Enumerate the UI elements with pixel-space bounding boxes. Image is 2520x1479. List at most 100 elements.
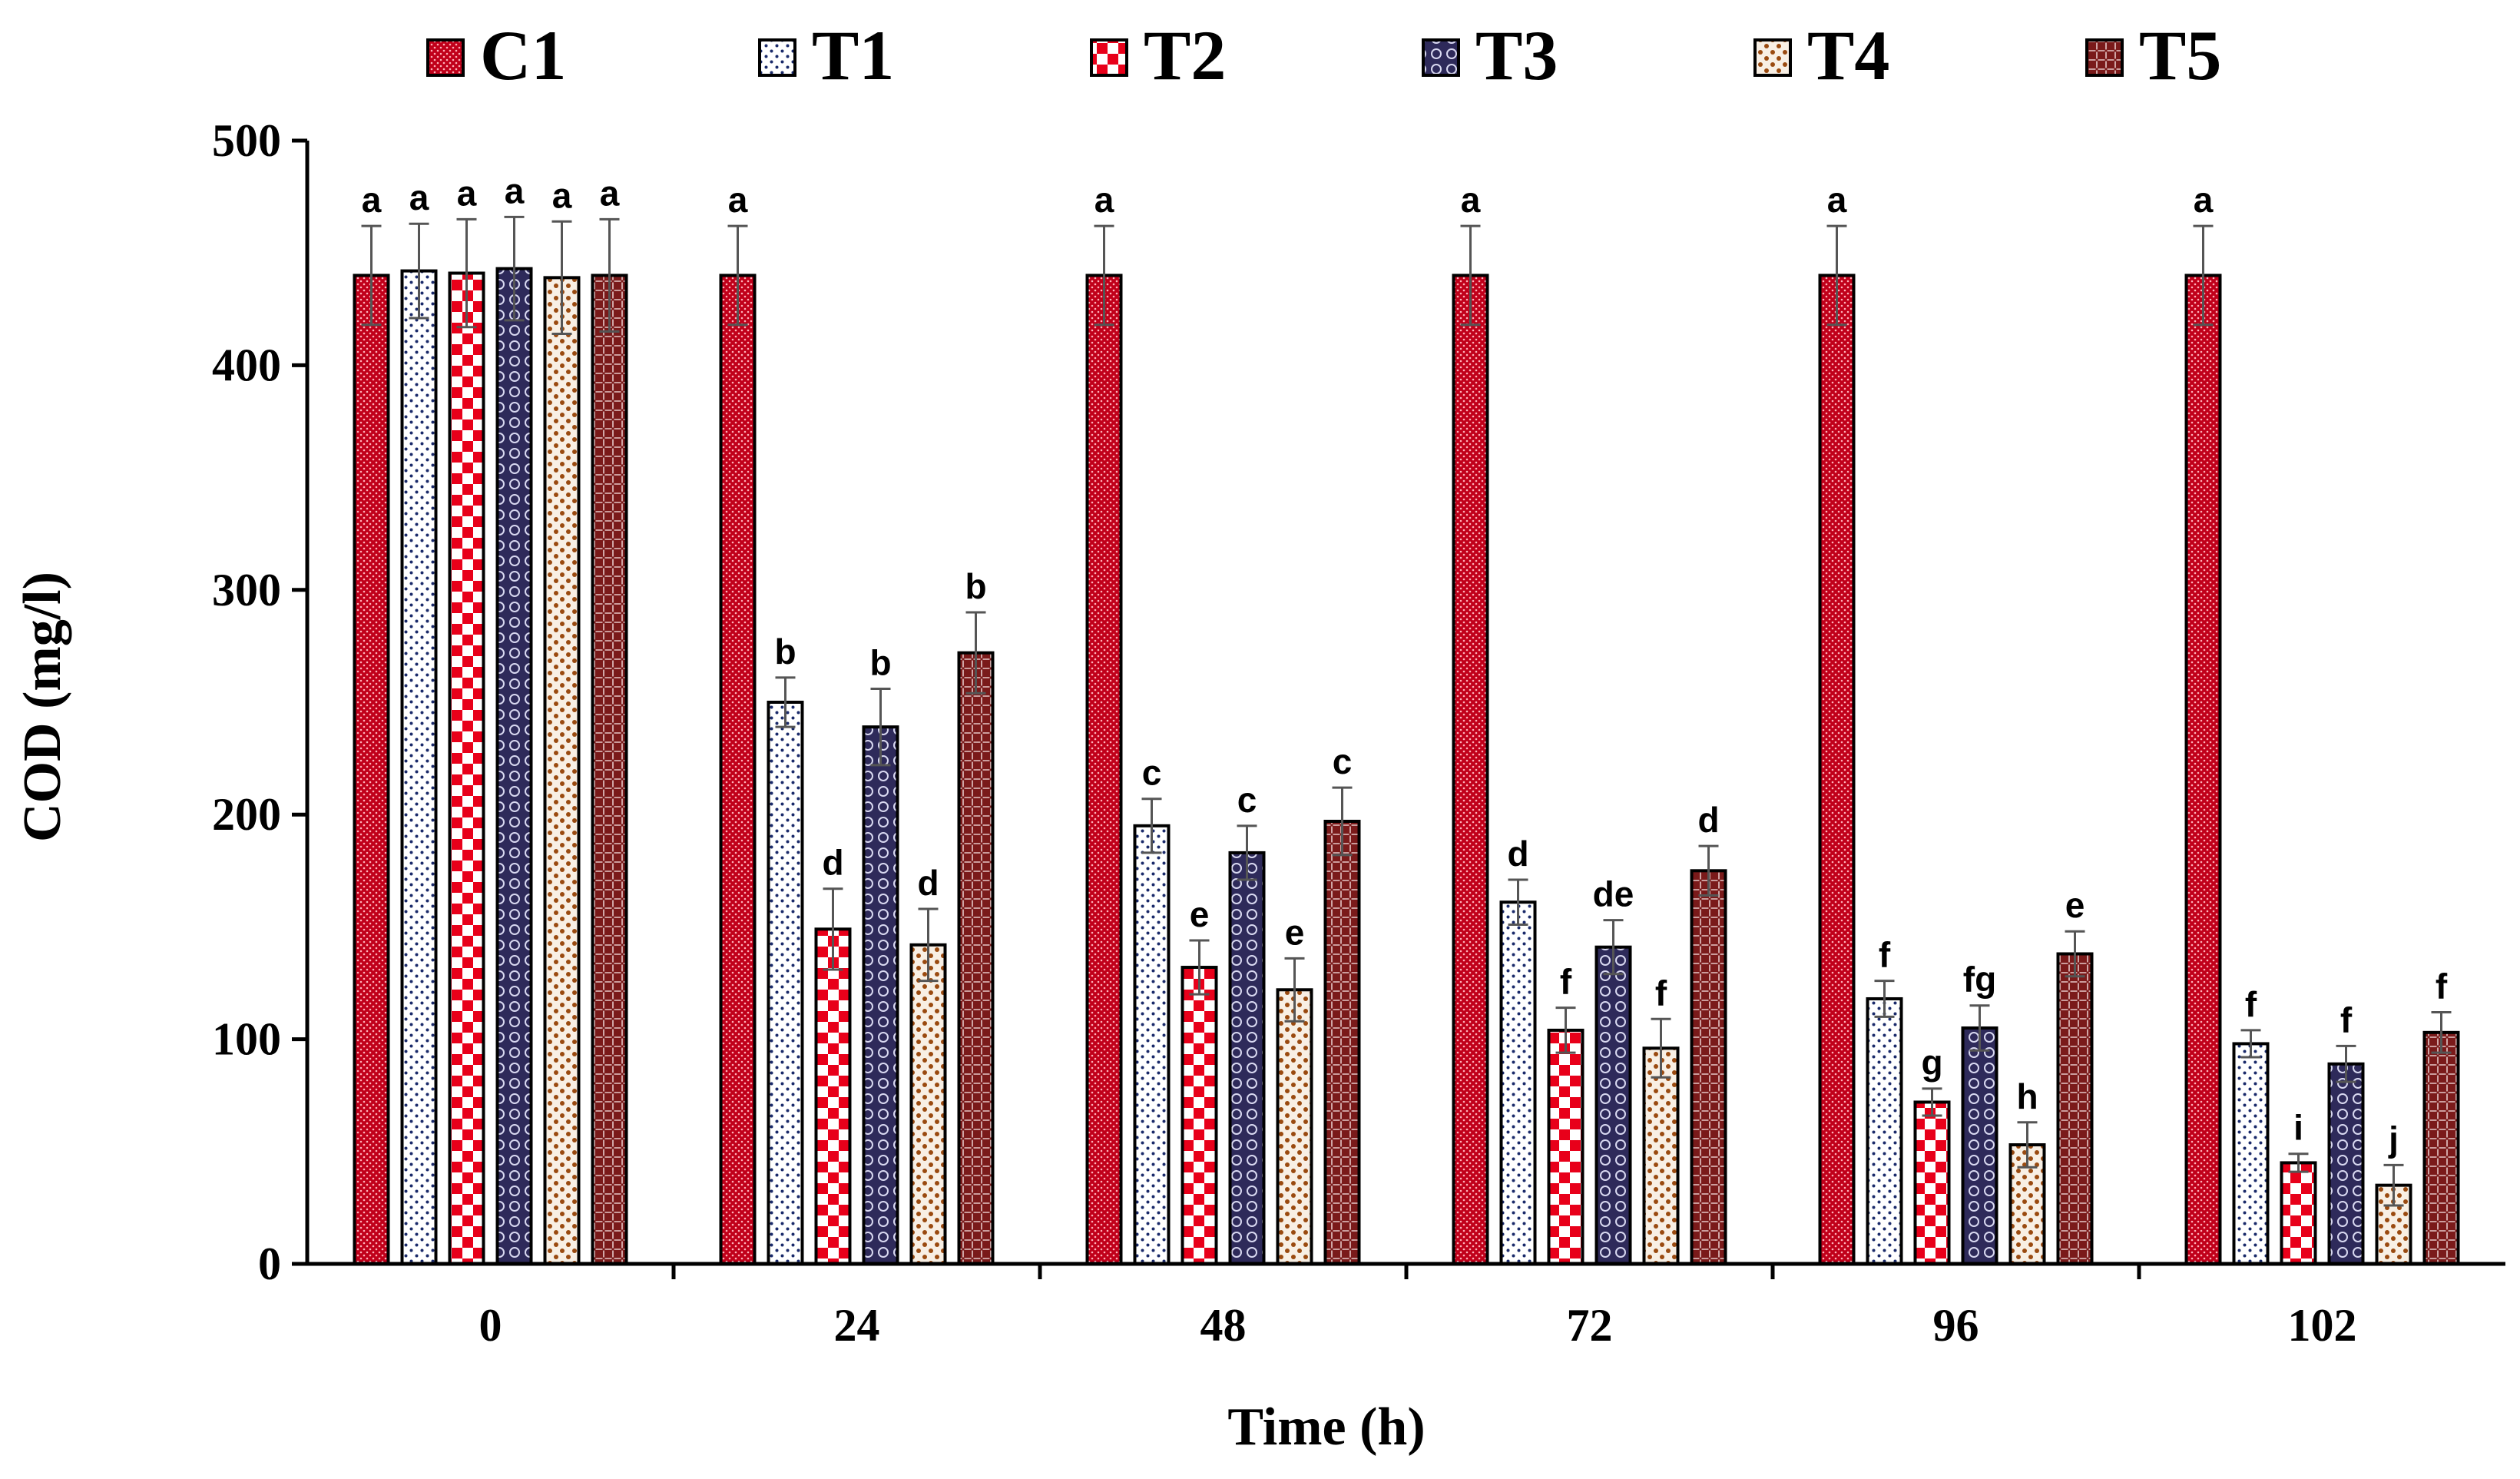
legend-swatch xyxy=(1090,38,1128,77)
y-tick-label: 200 xyxy=(212,789,281,840)
significance-label: c xyxy=(1237,780,1257,820)
bar-t1-102 xyxy=(2232,1042,2270,1265)
legend-item-t4: T4 xyxy=(1753,16,1889,95)
bar-t2-24 xyxy=(814,927,852,1265)
significance-label: e xyxy=(1190,894,1210,934)
x-tick-label: 72 xyxy=(1567,1300,1613,1351)
significance-label: a xyxy=(409,177,429,217)
legend-swatch xyxy=(758,38,796,77)
bar-t3-24 xyxy=(862,725,899,1265)
significance-label: fg xyxy=(1963,960,1996,1000)
bar-c1-48 xyxy=(1085,274,1123,1266)
legend-item-c1: C1 xyxy=(426,16,566,95)
bar-t5-96 xyxy=(2056,952,2094,1266)
x-tick-label: 102 xyxy=(2288,1300,2357,1351)
legend-swatch xyxy=(1753,38,1792,77)
significance-label: d xyxy=(1697,800,1719,840)
significance-label: a xyxy=(505,171,525,211)
bar-t3-72 xyxy=(1594,945,1632,1265)
bar-t2-0 xyxy=(448,271,485,1265)
y-tick-label: 500 xyxy=(212,115,281,166)
significance-label: f xyxy=(2340,1000,2353,1040)
x-axis-ticks: 0 24 48 72 96 102 xyxy=(479,1264,2357,1351)
significance-label: a xyxy=(1094,180,1114,220)
significance-label: a xyxy=(2194,180,2214,220)
bar-t4-72 xyxy=(1642,1046,1680,1266)
legend-label: T2 xyxy=(1144,16,1226,95)
legend-swatch xyxy=(2085,38,2124,77)
legend-label: T3 xyxy=(1475,16,1558,95)
y-tick-label: 400 xyxy=(212,340,281,390)
bar-t1-0 xyxy=(400,269,438,1265)
significance-label: j xyxy=(2388,1119,2399,1159)
bar-c1-24 xyxy=(719,274,757,1266)
bar-t2-102 xyxy=(2280,1161,2317,1266)
significance-label: a xyxy=(552,175,572,215)
significance-label: f xyxy=(1879,935,1891,975)
significance-label: f xyxy=(1655,973,1667,1013)
bar-t5-72 xyxy=(1690,869,1727,1266)
bar-t4-24 xyxy=(909,943,947,1265)
y-axis-ticks: 0 100 200 300 400 500 xyxy=(212,115,307,1289)
y-axis-title: COD (mg/l) xyxy=(13,572,72,842)
significance-label: i xyxy=(2293,1108,2303,1148)
significance-label: c xyxy=(1142,753,1162,793)
error-bars xyxy=(361,215,2452,1207)
y-tick-label: 300 xyxy=(212,565,281,615)
x-axis-title: Time (h) xyxy=(1227,1398,1425,1457)
bar-t2-96 xyxy=(1913,1100,1951,1266)
significance-label: a xyxy=(1827,180,1847,220)
legend-item-t2: T2 xyxy=(1090,16,1226,95)
bar-c1-102 xyxy=(2184,274,2222,1266)
bar-t4-48 xyxy=(1276,988,1313,1265)
x-tick-label: 96 xyxy=(1933,1300,1979,1351)
significance-label: a xyxy=(457,173,477,213)
legend-item-t3: T3 xyxy=(1422,16,1558,95)
legend-label: C1 xyxy=(480,16,566,95)
x-tick-label: 24 xyxy=(834,1300,880,1351)
significance-label: f xyxy=(2245,984,2257,1024)
significance-label: a xyxy=(1461,180,1481,220)
bar-t5-24 xyxy=(957,651,995,1265)
bar-t3-0 xyxy=(495,267,533,1266)
significance-label: b xyxy=(869,642,891,682)
significance-label: c xyxy=(1333,741,1353,781)
bar-t1-48 xyxy=(1133,824,1171,1265)
legend-label: T4 xyxy=(1807,16,1889,95)
bar-t1-96 xyxy=(1866,997,1903,1266)
bar-t1-24 xyxy=(767,701,804,1265)
bar-t3-48 xyxy=(1228,851,1266,1265)
bar-t2-72 xyxy=(1547,1028,1585,1266)
significance-label: e xyxy=(1285,912,1305,952)
x-tick-label: 0 xyxy=(479,1300,502,1351)
x-tick-label: 48 xyxy=(1200,1300,1247,1351)
y-tick-label: 0 xyxy=(258,1239,281,1289)
significance-label: b xyxy=(965,566,986,606)
significance-label: d xyxy=(917,863,939,903)
bar-t3-102 xyxy=(2327,1062,2365,1266)
significance-label: g xyxy=(1921,1043,1942,1083)
bar-t4-0 xyxy=(543,276,581,1265)
significance-label: f xyxy=(2436,967,2448,1006)
bar-c1-96 xyxy=(1818,274,1856,1266)
significance-label: f xyxy=(1560,962,1572,1002)
bar-c1-0 xyxy=(353,274,390,1266)
significance-label: e xyxy=(2065,885,2085,925)
legend-item-t1: T1 xyxy=(758,16,894,95)
bar-t2-48 xyxy=(1181,966,1218,1265)
bar-t3-96 xyxy=(1961,1026,1998,1265)
bar-t1-72 xyxy=(1499,900,1537,1265)
significance-label: a xyxy=(362,180,382,220)
legend-swatch xyxy=(1422,38,1460,77)
bar-t5-0 xyxy=(591,274,628,1266)
legend-label: T5 xyxy=(2139,16,2221,95)
significance-label: d xyxy=(822,843,843,883)
bars xyxy=(353,267,2460,1266)
significance-label: h xyxy=(2016,1076,2038,1116)
legend: C1 T1 T2 T3 T4 T5 xyxy=(426,16,2221,95)
significance-label: d xyxy=(1507,834,1528,874)
legend-swatch xyxy=(426,38,465,77)
